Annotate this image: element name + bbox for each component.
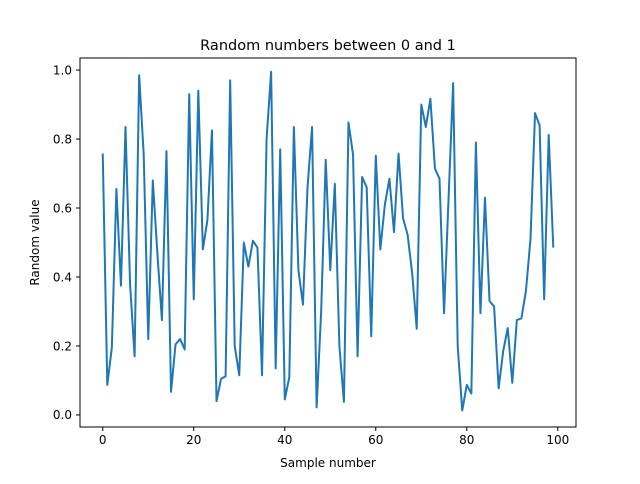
x-tick-label: 80: [459, 433, 474, 447]
y-tick-label: 0.2: [53, 339, 72, 353]
plot-area: [101, 70, 555, 412]
x-axis-label: Sample number: [280, 456, 376, 470]
axes-frame: [79, 57, 577, 428]
y-axis-label: Random value: [28, 199, 42, 285]
x-tick-label: 0: [99, 433, 107, 447]
x-axis: 0 20 40 60 80 100: [99, 427, 569, 447]
y-tick-label: 1.0: [53, 63, 72, 77]
x-tick-label: 60: [368, 433, 383, 447]
x-tick-label: 40: [277, 433, 292, 447]
y-tick-label: 0.6: [53, 201, 72, 215]
series-line-0: [101, 70, 555, 412]
y-tick-label: 0.8: [53, 132, 72, 146]
x-tick-label: 100: [546, 433, 569, 447]
y-tick-label: 0.4: [53, 270, 72, 284]
y-axis: 0.0 0.2 0.4 0.6 0.8 1.0: [53, 63, 80, 422]
y-tick-label: 0.0: [53, 408, 72, 422]
x-tick-label: 20: [186, 433, 201, 447]
chart-title: Random numbers between 0 and 1: [200, 38, 456, 54]
